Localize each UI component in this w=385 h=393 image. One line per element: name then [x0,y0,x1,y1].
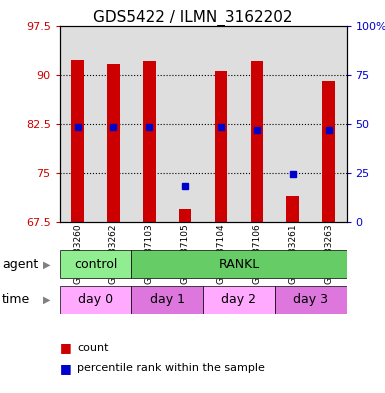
Bar [71,60,84,222]
Bar [107,64,120,222]
Text: day 2: day 2 [221,293,256,306]
Bar [60,26,95,222]
Bar [215,71,227,222]
Bar [131,285,203,314]
Bar [275,285,346,314]
Bar [143,61,156,222]
Bar [251,61,263,222]
Text: control: control [74,258,117,271]
Bar [167,26,203,222]
Bar [239,26,275,222]
Bar [286,196,299,222]
Bar [275,26,311,222]
Text: agent: agent [2,258,38,271]
Text: day 3: day 3 [293,293,328,306]
Bar [203,26,239,222]
Bar [322,81,335,222]
Text: ■: ■ [60,341,72,354]
Bar [179,209,191,222]
Bar [131,26,167,222]
Text: ▶: ▶ [43,295,50,305]
Bar [60,285,131,314]
Text: RANKL: RANKL [218,258,259,271]
Bar [131,250,346,278]
Bar [203,285,275,314]
Text: day 0: day 0 [78,293,113,306]
Text: GDS5422 / ILMN_3162202: GDS5422 / ILMN_3162202 [93,10,292,26]
Text: time: time [2,293,30,306]
Text: ▶: ▶ [43,259,50,269]
Bar [311,26,346,222]
Text: day 1: day 1 [150,293,185,306]
Bar [60,250,131,278]
Text: ■: ■ [60,362,72,375]
Bar [95,26,131,222]
Text: percentile rank within the sample: percentile rank within the sample [77,363,265,373]
Text: count: count [77,343,109,353]
